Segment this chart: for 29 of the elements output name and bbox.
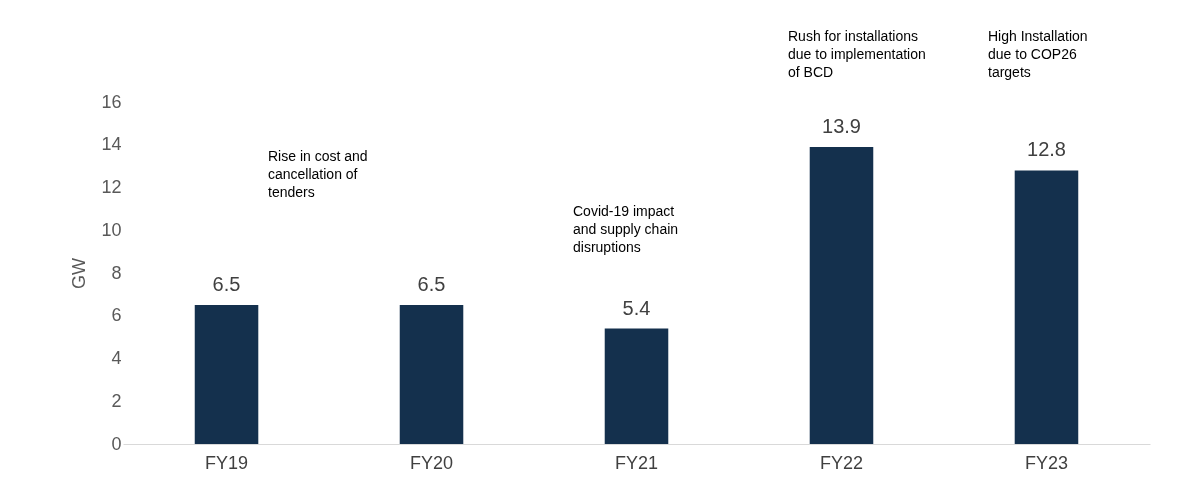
y-tick-label: 0 (111, 433, 122, 454)
data-label: 6.5 (417, 273, 446, 296)
x-tick-label: FY20 (409, 452, 454, 473)
x-tick-label: FY21 (614, 452, 659, 473)
annotation: Rise in cost and cancellation of tenders (268, 148, 368, 200)
y-tick-label: 2 (111, 390, 122, 411)
text: High Installation due to COP26 targets (988, 28, 1088, 80)
y-tick-label: 8 (111, 262, 122, 283)
y-tick-label: 4 (111, 348, 122, 368)
bar (1014, 170, 1079, 444)
data-label: 13.9 (822, 114, 861, 137)
bar (399, 305, 464, 444)
y-axis-title: GW (69, 258, 90, 289)
y-tick-label: 6 (111, 305, 122, 326)
y-tick-label: 10 (101, 219, 122, 240)
y-tick-label: 12 (101, 177, 122, 197)
bar (604, 328, 669, 444)
data-label: 6.5 (212, 273, 241, 296)
annotation: Covid-19 impact and supply chain disruptions (573, 203, 679, 255)
data-label: 5.4 (622, 296, 651, 319)
data-label: 12.8 (1027, 138, 1066, 161)
bar (194, 305, 259, 444)
x-tick-label: FY19 (205, 452, 249, 473)
x-tick-label: FY22 (819, 452, 864, 473)
x-tick-label: FY23 (1024, 452, 1068, 473)
text: Rush for installations due to implementation of BCD (788, 28, 926, 80)
y-tick-label: 16 (101, 91, 122, 112)
y-tick-label: 14 (101, 134, 122, 155)
bar (809, 146, 874, 444)
